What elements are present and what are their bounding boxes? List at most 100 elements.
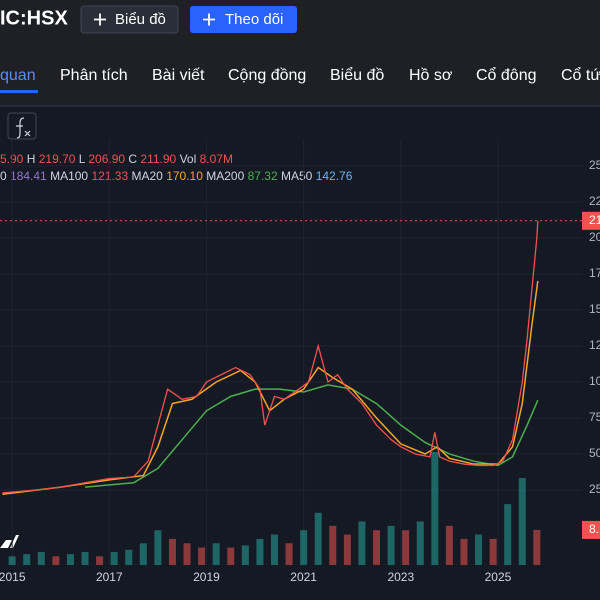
legend-part: 219.70: [39, 152, 76, 166]
x-tick-label: 2019: [193, 570, 220, 584]
tab[interactable]: Cổ tứ: [561, 66, 600, 84]
last-price-box: [582, 211, 600, 230]
plus-icon: [203, 13, 215, 26]
legend-part: MA200: [206, 169, 244, 183]
plus-icon: [94, 13, 106, 26]
legend-part: L: [79, 152, 86, 166]
logo: [0, 535, 19, 548]
last-price-label: 21: [589, 213, 600, 227]
volume-bar: [256, 538, 264, 565]
tab[interactable]: Biểu đồ: [330, 66, 384, 84]
volume-bar: [431, 451, 439, 565]
volume-bar: [183, 543, 191, 565]
legend-part: 0: [0, 169, 7, 183]
volume-bar: [285, 543, 293, 565]
volume-bar: [475, 534, 483, 565]
legend-part: H: [27, 152, 36, 166]
volume-bar: [300, 530, 308, 565]
fx-icon: [16, 117, 31, 139]
legend-part: Vol: [180, 152, 197, 166]
volume-bar: [110, 551, 118, 565]
y-tick-label: 25: [589, 482, 600, 496]
follow-button-label: Theo dõi: [225, 11, 283, 28]
y-tick-label: 17: [589, 266, 600, 280]
volume-label: 8.: [589, 522, 599, 536]
series-line: [2, 280, 539, 496]
tab[interactable]: Hồ sơ: [409, 67, 453, 84]
legend-part: MA50: [281, 169, 313, 183]
volume-bar: [96, 556, 104, 565]
ohlc-legend: 5.90 H 219.70 L 206.90 C 211.90 Vol 8.07…: [0, 152, 233, 166]
volume-bar: [270, 534, 278, 565]
volume-bar: [198, 547, 206, 565]
chart-button[interactable]: [80, 5, 179, 34]
volume-bar: [23, 554, 31, 565]
legend-part: 87.32: [248, 169, 278, 183]
volume-bar: [37, 551, 45, 565]
x-tick-label: 2023: [387, 570, 414, 584]
volume-bar: [241, 545, 249, 565]
volume-bar: [518, 478, 526, 565]
volume-bar: [533, 529, 541, 565]
volume-bar: [460, 538, 468, 565]
chart-button-label: Biểu đồ: [115, 11, 166, 28]
legend-part: 206.90: [88, 152, 125, 166]
x-tick-label: 2017: [96, 570, 123, 584]
volume-bar: [387, 525, 395, 565]
volume-bar: [445, 525, 453, 565]
tab[interactable]: quan: [0, 67, 36, 84]
active-tab-underline: [0, 90, 38, 93]
symbol: IC:HSX: [0, 7, 68, 29]
y-tick-label: 50: [589, 446, 600, 460]
volume-bar: [168, 538, 176, 565]
y-tick-label: 12: [589, 338, 600, 352]
volume-bar: [125, 549, 133, 565]
volume-bar: [8, 556, 16, 565]
volume-bar: [489, 538, 497, 565]
volume-bar: [212, 543, 220, 565]
volume-bar: [343, 534, 351, 565]
volume-bar: [227, 547, 235, 565]
legend-part: 8.07M: [200, 152, 233, 166]
y-tick-label: 75: [589, 410, 600, 424]
y-tick-label: 22: [589, 194, 600, 208]
legend-part: C: [128, 152, 137, 166]
volume-bar: [402, 530, 410, 565]
legend-part: MA20: [132, 169, 164, 183]
legend-part: 170.10: [166, 169, 203, 183]
volume-bar: [81, 551, 89, 565]
legend-part: 142.76: [316, 169, 353, 183]
chart-bg: [0, 106, 600, 600]
x-tick-label: 2021: [290, 570, 317, 584]
y-tick-label: 10: [589, 374, 600, 388]
tab[interactable]: Cổ đông: [476, 66, 537, 84]
indicator-button[interactable]: [7, 112, 37, 140]
tab[interactable]: Phân tích: [60, 67, 128, 84]
series-line: [2, 220, 539, 494]
tab[interactable]: Bài viết: [152, 67, 205, 84]
y-tick-label: 15: [589, 302, 600, 316]
legend-part: MA100: [50, 169, 88, 183]
volume-box: [582, 520, 600, 539]
y-tick-label: 25: [589, 158, 600, 172]
volume-bar: [504, 504, 512, 565]
volume-bar: [139, 543, 147, 565]
x-tick-label: 2025: [485, 570, 512, 584]
x-tick-label: 2015: [0, 570, 26, 584]
legend-part: 184.41: [10, 169, 47, 183]
volume-bar: [314, 512, 322, 565]
volume-bar: [416, 521, 424, 565]
ma-legend: 0 184.41 MA100 121.33 MA20 170.10 MA200 …: [0, 169, 353, 183]
legend-part: 121.33: [91, 169, 128, 183]
volume-bar: [373, 530, 381, 565]
volume-bar: [66, 554, 74, 565]
legend-part: 211.90: [140, 152, 176, 166]
volume-bar: [154, 530, 162, 565]
y-tick-label: 20: [589, 230, 600, 244]
volume-bar: [329, 525, 337, 565]
volume-bar: [358, 521, 366, 565]
tab[interactable]: Cộng đồng: [228, 67, 306, 84]
follow-button[interactable]: [190, 6, 297, 33]
